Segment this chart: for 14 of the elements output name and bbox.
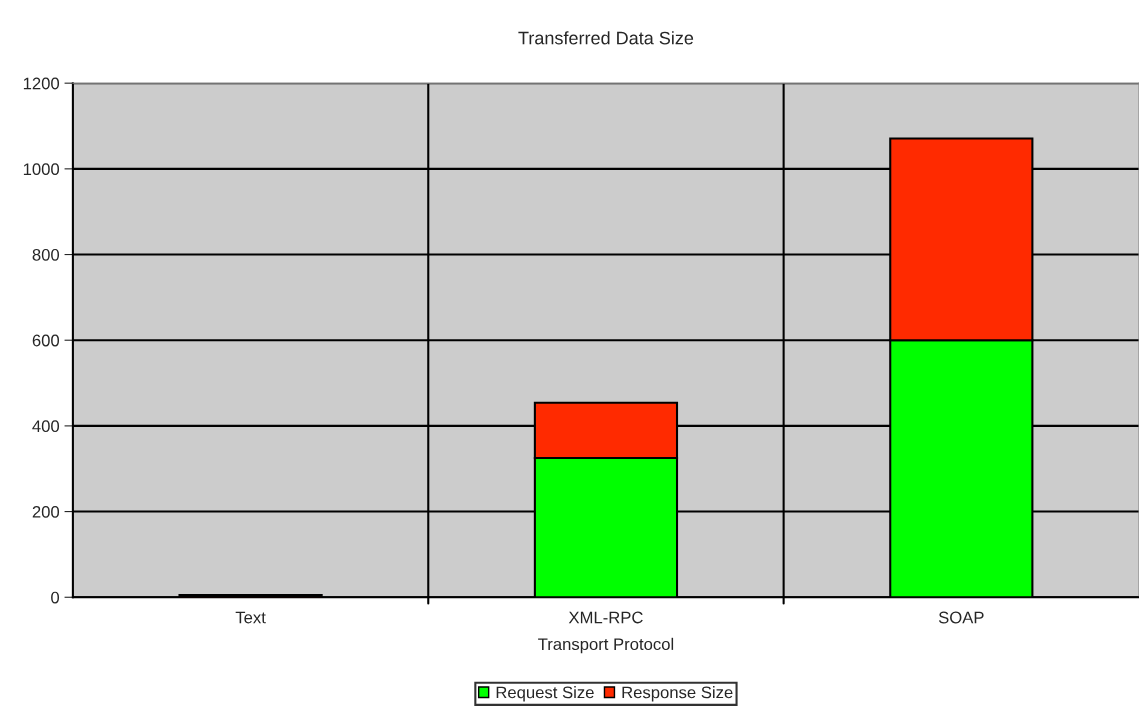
y-tick-label: 600 bbox=[32, 334, 60, 347]
x-axis-title: Transport Protocol bbox=[538, 637, 674, 654]
legend-label: Response Size bbox=[622, 686, 733, 702]
y-tick-label: 1200 bbox=[23, 77, 60, 90]
chart-title: Transferred Data Size bbox=[518, 31, 694, 45]
y-tick-label: 0 bbox=[51, 591, 60, 604]
x-tick-label: Text bbox=[235, 611, 266, 624]
y-tick-label: 200 bbox=[32, 505, 60, 518]
x-tick-label: SOAP bbox=[938, 611, 984, 624]
y-tick-label: 400 bbox=[32, 420, 60, 433]
legend-label: Request Size bbox=[496, 686, 594, 702]
x-tick-label: XML-RPC bbox=[568, 611, 643, 624]
y-tick-label: 800 bbox=[32, 248, 60, 261]
y-tick-label: 1000 bbox=[23, 163, 60, 176]
